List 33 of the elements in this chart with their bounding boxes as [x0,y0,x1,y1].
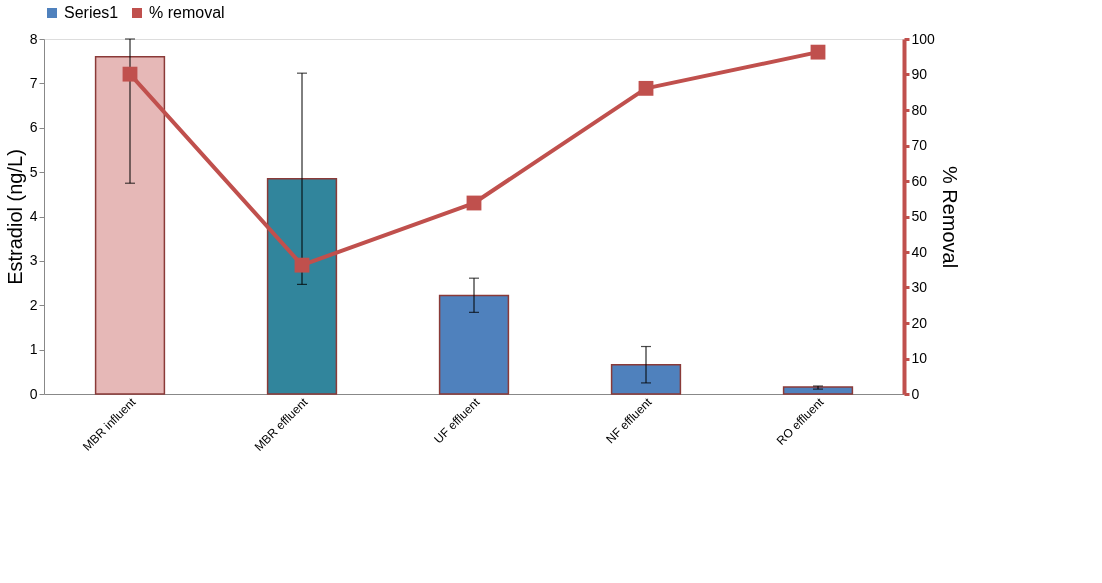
y2-tick-label: 70 [911,137,928,153]
bar [94,56,166,395]
y-axis-title: Estradiol (ng/L) [3,149,26,285]
y2-tick-label: 50 [911,208,928,224]
point [810,44,826,60]
y2-tick-label: 10 [911,350,928,366]
y2-tick-label: 60 [911,172,928,189]
bar [782,386,854,395]
y2-tick-label: 90 [911,66,928,82]
y2-tick-label: 0 [911,385,920,402]
y-tick-label: 1 [29,341,38,358]
y2-tick-label: 80 [911,101,928,118]
point [122,66,138,82]
bar [266,178,338,395]
bar [438,294,510,395]
y-tick-label: 8 [29,30,38,47]
y2-tick-label: 30 [911,279,928,295]
y-tick-label: 2 [29,296,38,313]
y2-tick-label: 40 [911,243,928,260]
y2-tick-label: 100 [911,30,936,47]
legend-label: % removal [149,4,225,21]
y-tick-label: 5 [29,163,38,180]
bar [610,363,682,395]
legend-label: Series1 [64,4,119,21]
y-tick-label: 6 [29,119,38,136]
y-tick-label: 0 [29,385,38,402]
y-tick-label: 3 [29,252,38,269]
y2-tick-label: 20 [911,314,928,331]
y2-axis-title: % Removal [938,165,961,269]
y-tick-label: 4 [29,208,38,224]
y-tick-label: 7 [29,74,38,91]
point [294,257,310,273]
point [638,80,654,96]
